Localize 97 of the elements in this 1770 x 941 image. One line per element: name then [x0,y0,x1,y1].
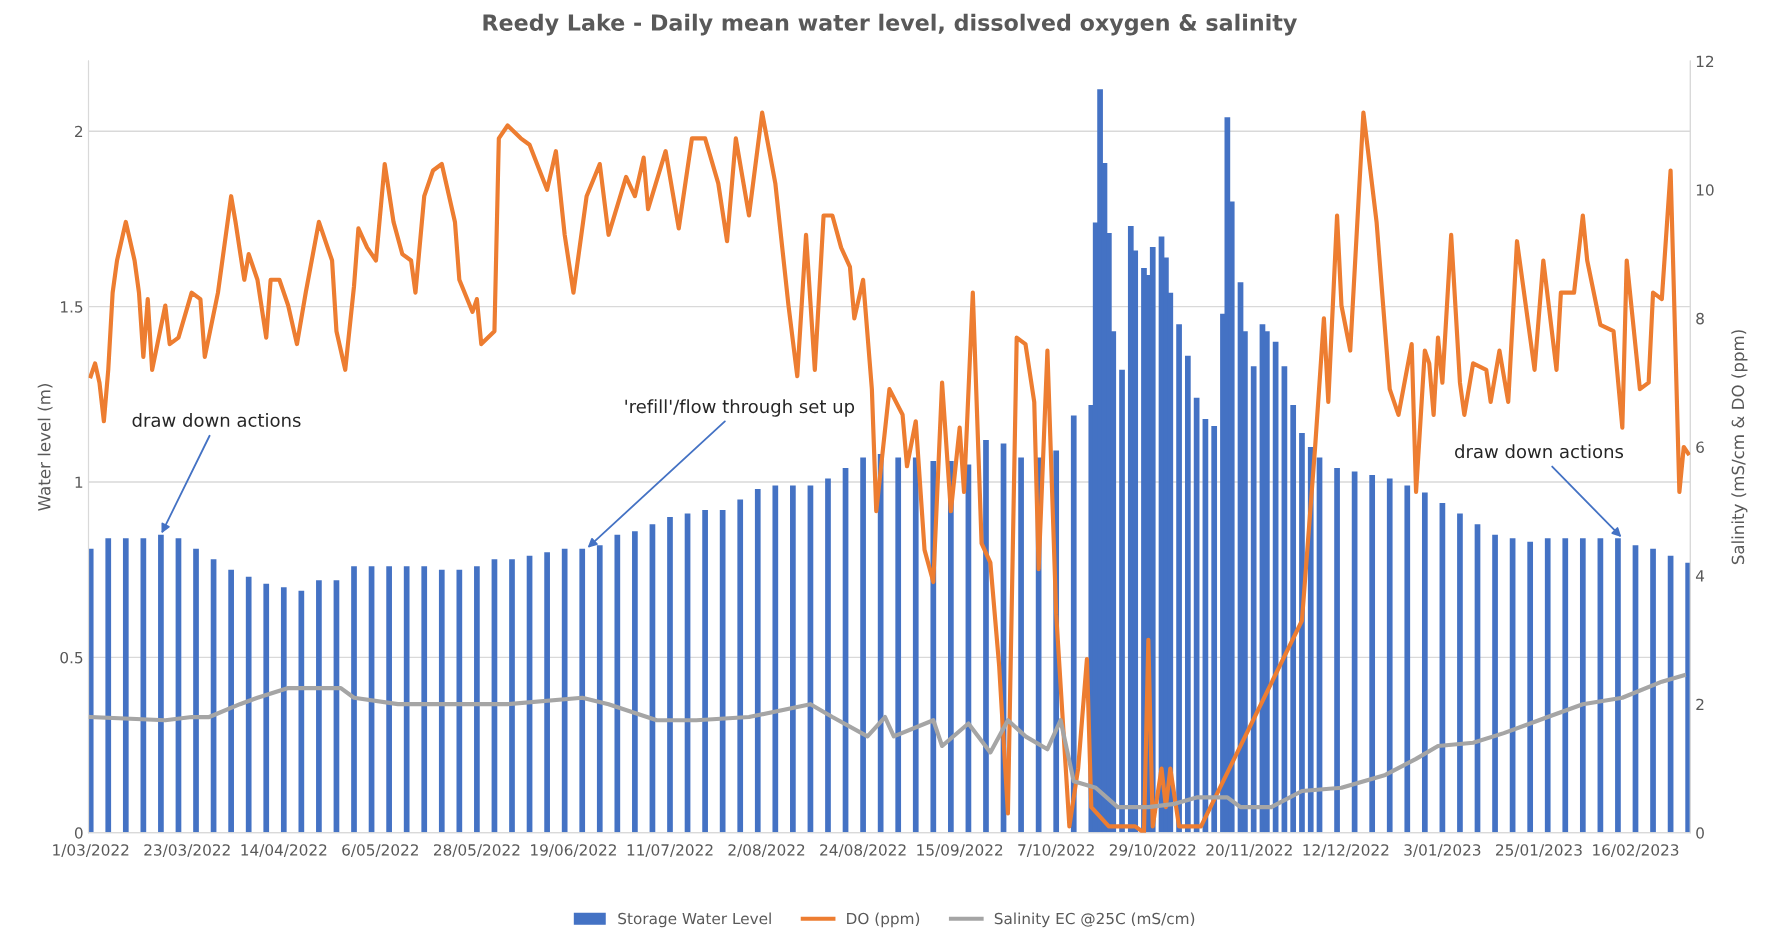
bar [632,531,638,833]
bar [456,569,463,833]
bar [1650,548,1656,833]
legend-label: DO (ppm) [847,912,920,928]
y-tick-label: 1.5 [61,301,83,313]
bar [1018,457,1024,833]
y-tick-label: 2 [75,125,83,138]
x-tick-label: 23/03/2022 [144,844,230,857]
bar [351,566,357,833]
bar [772,485,779,833]
bar [702,510,708,833]
bar [1250,366,1257,833]
chart-title: Reedy Lake - Daily mean water level, dissolved oxygen & salinity [483,13,1297,36]
bar [1070,415,1077,833]
bar [1562,538,1569,833]
bar [193,548,199,833]
x-tick-label: 11/07/2022 [627,844,713,857]
bar [737,499,744,833]
bar [403,566,410,833]
y2-tick-label: 10 [1696,184,1714,196]
bar [438,569,445,833]
bar [1299,432,1305,833]
bar [1176,324,1182,833]
y2-tick-label: 6 [1696,441,1704,453]
bar [474,566,480,833]
x-tick-label: 3/01/2023 [1404,844,1481,857]
y2-tick-label: 0 [1696,827,1704,839]
y2-tick-label: 12 [1696,55,1714,67]
bar [983,439,989,833]
y2-tick-label: 8 [1696,312,1704,325]
y2-tick-label: 2 [1696,698,1704,710]
bar [298,590,305,833]
bar [1579,538,1586,833]
bar [1492,534,1498,833]
x-tick-label: 1/03/2022 [53,844,129,857]
x-tick-label: 20/11/2022 [1206,844,1292,857]
bar [421,566,428,833]
y-axis-title: Water level (m) [37,384,53,511]
annotation: draw down actions [1455,444,1624,459]
bar [1544,538,1551,833]
annotation: 'refill'/flow through set up [625,399,855,417]
y-tick-label: 1 [75,476,83,488]
bar [825,478,831,833]
x-tick-label: 25/01/2023 [1496,844,1582,857]
bar [912,457,919,833]
bar [860,457,866,833]
legend-label: Salinity EC @25C (mS/cm) [994,912,1195,928]
bar [245,576,252,833]
bar [1685,562,1691,833]
bar [1290,404,1297,833]
bar [719,510,726,833]
bar [1334,468,1340,833]
x-tick-label: 16/02/2023 [1593,844,1679,857]
y-tick-label: 0 [74,827,83,839]
bar [105,538,112,833]
bar [895,457,902,833]
x-tick-label: 19/06/2022 [531,844,616,857]
bar [561,548,568,833]
bar [280,587,287,833]
bar [1527,541,1534,833]
x-tick-label: 2/08/2022 [728,844,805,857]
bar [877,453,884,833]
bar [263,583,270,833]
bar [1119,369,1125,833]
x-tick-label: 14/04/2022 [241,844,327,857]
bar [579,548,586,833]
x-tick-label: 29/10/2022 [1109,844,1196,857]
x-tick-label: 15/09/2022 [917,844,1003,857]
y2-axis-title: Salinity (mS/cm & DO (ppm) [1731,330,1748,565]
bar [614,534,621,833]
bar [1185,355,1191,833]
bar [316,580,322,833]
y2-tick-label: 4 [1695,570,1705,582]
x-tick-label: 28/05/2022 [433,844,520,857]
bar [544,552,550,833]
bar [1421,492,1428,833]
line-series [88,673,1686,810]
bar [1386,478,1393,833]
x-tick-label: 6/05/2022 [342,844,418,857]
bar [1457,513,1463,833]
legend-label: Storage Water Level [618,912,771,928]
bar [1369,475,1376,833]
bar [1404,485,1411,833]
bar [386,566,392,833]
bar [667,517,673,833]
x-tick-label: 12/12/2022 [1303,844,1389,857]
bar [122,538,129,833]
bar [509,559,515,833]
annotation: draw down actions [132,413,301,427]
x-tick-label: 7/10/2022 [1018,844,1094,857]
x-tick-label: 24/08/2022 [820,844,906,857]
bar [228,569,234,833]
y-tick-label: 0.5 [60,651,83,664]
bar [88,548,94,833]
bar [790,485,796,833]
bar [1211,425,1218,833]
bar [754,489,761,833]
